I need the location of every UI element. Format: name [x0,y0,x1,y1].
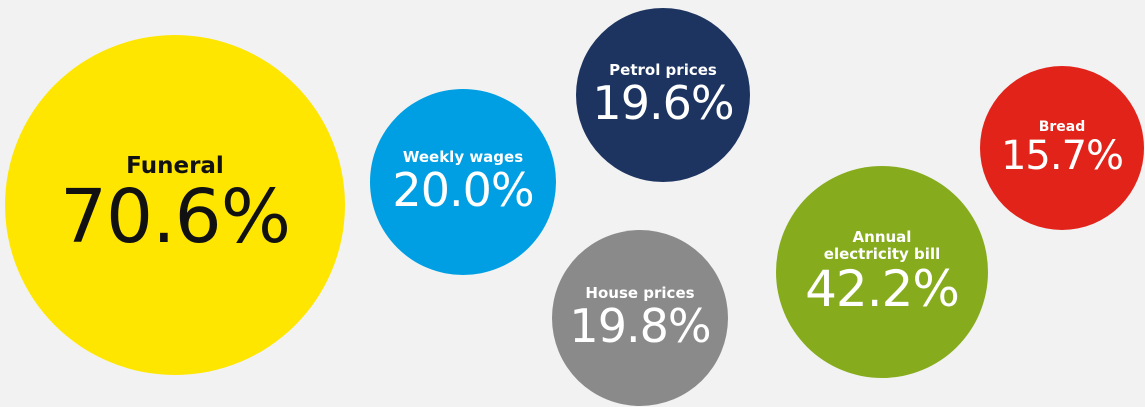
bubble-value: 20.0% [392,163,534,218]
bubble: Annual electricity bill 42.2% [776,166,988,378]
bubble-name: Weekly wages [402,148,524,167]
bubble-name: Bread [1038,118,1086,135]
bubble-value: 19.8% [569,299,711,354]
bubble-value: 15.7% [1000,133,1124,180]
bubble-value: 70.6% [59,174,291,261]
bubble-name: House prices [585,284,695,303]
bubble: Weekly wages 20.0% [370,89,556,275]
bubble: Bread 15.7% [980,66,1144,230]
bubble-value: 42.2% [805,260,960,318]
bubble: Funeral 70.6% [5,35,345,375]
bubble-name: Funeral [126,152,224,179]
bubble: House prices 19.8% [552,230,728,406]
bubble-value: 19.6% [592,76,734,131]
bubble: Petrol prices 19.6% [576,8,750,182]
bubble-name: Annual electricity bill [823,227,941,263]
bubble-name: Petrol prices [609,61,717,80]
